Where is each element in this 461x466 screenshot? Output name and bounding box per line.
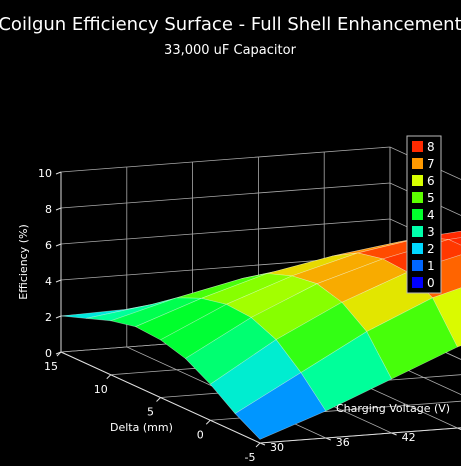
x-tick-mark	[205, 419, 211, 425]
x-tick-label: 0	[197, 428, 204, 441]
surface-patch	[366, 297, 458, 380]
legend-label: 1	[427, 259, 435, 273]
x-tick-mark	[106, 374, 112, 380]
x-tick-label: 10	[94, 383, 108, 396]
z-tick-label: 0	[45, 347, 52, 360]
x-tick-mark	[255, 442, 261, 448]
z-tick-label: 2	[45, 311, 52, 324]
z-tick-mark	[55, 171, 62, 175]
surface-patch	[447, 237, 461, 246]
legend-label: 2	[427, 242, 435, 256]
y-tick-mark	[259, 442, 266, 446]
legend-swatch	[412, 141, 423, 152]
chart-subtitle: 33,000 uF Capacitor	[164, 43, 297, 58]
z-tick-mark	[55, 207, 62, 211]
surface-patch	[234, 372, 327, 440]
x-tick-mark	[56, 351, 62, 357]
legend: 8 7 6 5 4 3 2 1 0	[406, 135, 442, 294]
legend-label: 0	[427, 276, 435, 290]
legend-swatch	[412, 277, 423, 288]
z-tick-mark	[55, 315, 62, 319]
legend-swatch	[412, 226, 423, 237]
surface-patch	[432, 287, 461, 348]
y-tick-label: 30	[270, 441, 284, 454]
y-axis-label: Charging Voltage (V)	[336, 402, 450, 415]
legend-swatch	[412, 260, 423, 271]
y-tick-mark	[457, 427, 461, 430]
z-axis-label: Efficiency (%)	[17, 224, 30, 300]
legend-label: 3	[427, 225, 435, 239]
x-tick-label: 5	[147, 406, 154, 419]
legend-swatch	[412, 243, 423, 254]
legend-label: 6	[427, 174, 435, 188]
x-axis-label: Delta (mm)	[110, 421, 173, 434]
legend-label: 4	[427, 208, 435, 222]
legend-label: 5	[427, 191, 435, 205]
z-tick-mark	[55, 243, 62, 247]
chart-title: Coilgun Efficiency Surface - Full Shell …	[0, 14, 461, 35]
legend-label: 7	[427, 157, 435, 171]
z-tick-mark	[55, 279, 62, 283]
y-tick-label: 36	[336, 436, 350, 449]
y-tick-mark	[391, 432, 397, 436]
legend-swatch	[412, 175, 423, 186]
y-tick-label: 42	[402, 431, 416, 444]
y-tick-mark	[325, 437, 331, 441]
legend-swatch	[412, 209, 423, 220]
legend-label: 8	[427, 140, 435, 154]
z-tick-label: 10	[38, 167, 52, 180]
x-tick-label: -5	[245, 451, 256, 464]
z-tick-label: 6	[45, 239, 52, 252]
x-tick-mark	[156, 397, 161, 402]
legend-swatch	[412, 158, 423, 169]
legend-swatch	[412, 192, 423, 203]
z-tick-label: 4	[45, 275, 52, 288]
z-tick-label: 8	[45, 203, 52, 216]
x-tick-label: 15	[44, 360, 58, 373]
surface-patch	[300, 331, 393, 412]
